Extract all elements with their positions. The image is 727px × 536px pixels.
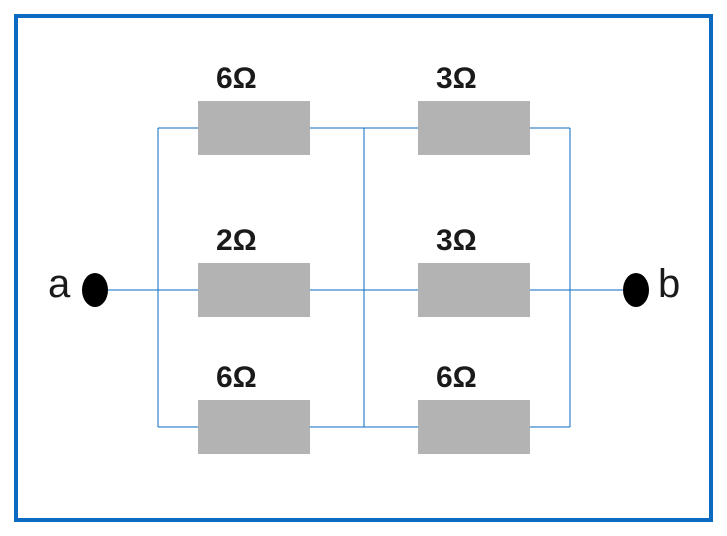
resistor-r3 [198,263,310,317]
resistor-label-r4: 3Ω [436,224,477,258]
resistor-r5 [198,400,310,454]
resistor-r4 [418,263,530,317]
resistor-label-r1: 6Ω [216,62,257,96]
terminal-b [623,273,649,307]
resistor-r6 [418,400,530,454]
resistor-label-r3: 2Ω [216,224,257,258]
resistor-label-r5: 6Ω [216,361,257,395]
resistor-r1 [198,101,310,155]
terminal-a [82,273,108,307]
resistor-label-r6: 6Ω [436,361,477,395]
resistor-label-r2: 3Ω [436,62,477,96]
circuit-wires [0,0,727,536]
terminal-label-a: a [48,262,70,307]
terminal-label-b: b [658,262,680,307]
resistor-r2 [418,101,530,155]
